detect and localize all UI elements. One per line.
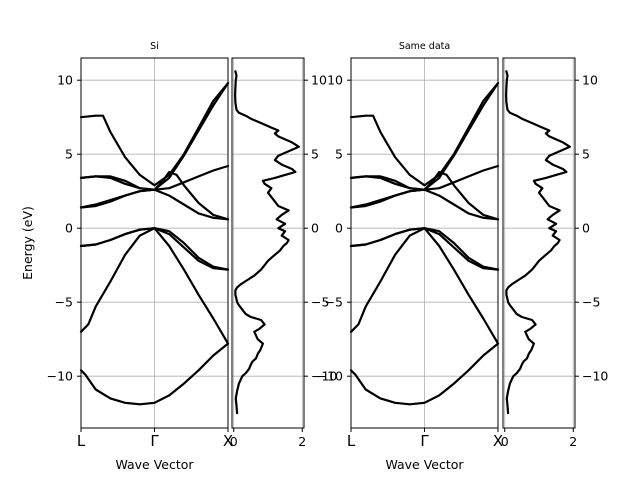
- dos-curve: [234, 70, 300, 415]
- band-line-8: [349, 82, 500, 209]
- band-line-5: [349, 170, 500, 221]
- band-line-7: [79, 82, 230, 187]
- x-tick-label: X: [493, 432, 503, 450]
- y-tick-label: −5: [55, 295, 73, 310]
- x-tick-label: 2: [298, 434, 306, 449]
- x-tick-label: 0: [230, 434, 238, 449]
- y-tick-label: 10: [582, 73, 598, 88]
- y-tick-label: 10: [311, 73, 327, 88]
- x-axis-label: Wave Vector: [385, 457, 464, 472]
- y-tick-label: −10: [582, 369, 608, 384]
- band-line-1: [79, 227, 230, 345]
- y-tick-label: 5: [65, 147, 73, 162]
- x-tick-label: 0: [501, 434, 509, 449]
- y-tick-label: −5: [582, 295, 600, 310]
- band-line-3: [79, 227, 230, 271]
- x-tick-label: L: [347, 432, 356, 450]
- axes-frame: [231, 57, 305, 429]
- y-tick-label: 10: [57, 73, 73, 88]
- band-line-7: [349, 82, 500, 187]
- band-line-0: [349, 342, 500, 406]
- y-tick-label: 0: [311, 221, 319, 236]
- panel-1: 10 5 0 −5 −10 0 2: [230, 57, 337, 449]
- x-tick-label: 2: [569, 434, 577, 449]
- x-tick-label: Γ: [150, 432, 159, 450]
- y-tick-label: −10: [311, 369, 337, 384]
- x-tick-label: Γ: [420, 432, 429, 450]
- band-line-8: [79, 82, 230, 209]
- x-axis-label: Wave Vector: [115, 457, 194, 472]
- y-tick-label: −5: [325, 295, 343, 310]
- y-tick-label: 0: [582, 221, 590, 236]
- band-line-5: [79, 170, 230, 221]
- y-tick-label: −10: [47, 369, 73, 384]
- panel-3: 10 5 0 −5 −10 0 2: [501, 57, 608, 449]
- x-tick-label: L: [77, 432, 86, 450]
- y-axis-label: Energy (eV): [20, 206, 35, 280]
- band-line-1: [349, 227, 500, 345]
- band-line-0: [79, 342, 230, 406]
- panel-title: Si: [150, 41, 159, 52]
- band-line-3: [349, 227, 500, 271]
- y-tick-label: −10: [317, 369, 343, 384]
- y-tick-label: 0: [65, 221, 73, 236]
- y-tick-label: −5: [311, 295, 329, 310]
- y-tick-label: 10: [327, 73, 343, 88]
- y-tick-label: 0: [335, 221, 343, 236]
- panel-2: 10 5 0 −5 −10 L Γ X Wave Vector Same data: [317, 41, 504, 472]
- panel-0: 10 5 0 −5 −10 L Γ X Wave Vector Si Energy (eV): [20, 41, 233, 472]
- panel-title: Same data: [399, 41, 450, 52]
- y-tick-label: 5: [582, 147, 590, 162]
- dos-curve: [505, 70, 572, 415]
- y-tick-label: 5: [311, 147, 319, 162]
- y-tick-label: 5: [335, 147, 343, 162]
- x-tick-label: X: [223, 432, 233, 450]
- axes-frame: [502, 57, 576, 429]
